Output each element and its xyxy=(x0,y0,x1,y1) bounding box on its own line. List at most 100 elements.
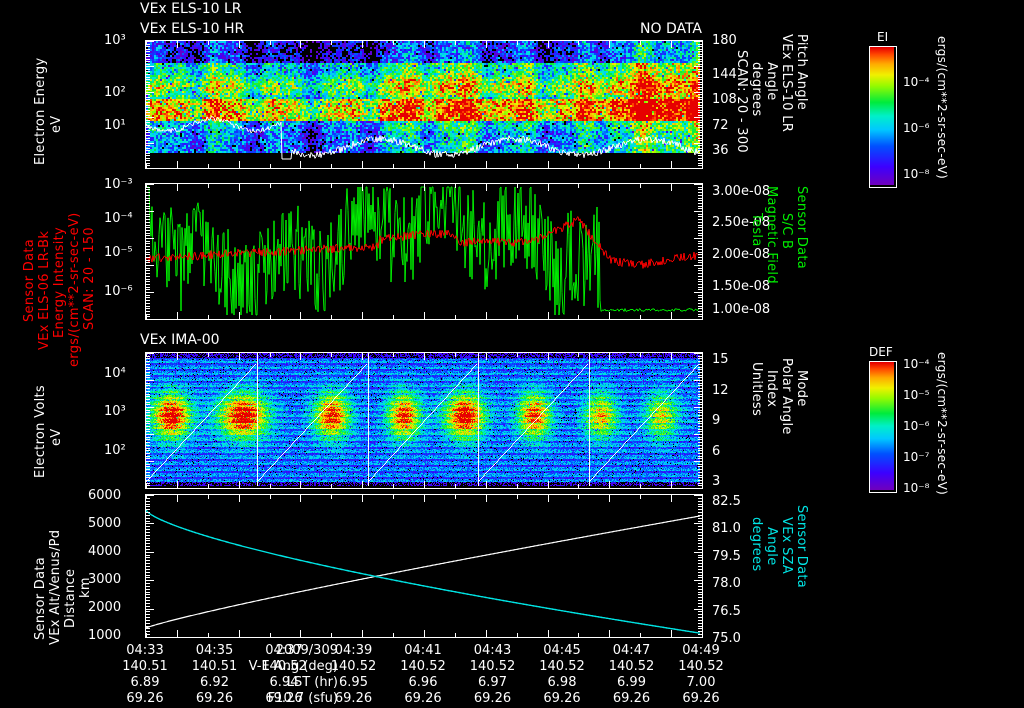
panel4-ytick-2: 4000 xyxy=(88,544,122,559)
panel3-ytick-0: 10⁴ xyxy=(104,366,126,381)
ephemeris-cell: 140.51 xyxy=(122,659,168,674)
panel1-top-label: VEx ELS-10 LR xyxy=(140,1,242,17)
ephemeris-cell: 140.52 xyxy=(678,659,724,674)
panel2-right-tick-1: 2.50e-08 xyxy=(712,215,771,230)
panel2-ytick-1: 10⁻⁴ xyxy=(104,211,133,226)
ephemeris-cell: 69.26 xyxy=(612,691,651,706)
ephemeris-cell: 04:39 xyxy=(334,643,373,658)
panel2-left-title-3: Energy Intensity xyxy=(52,226,67,338)
ephemeris-cell: 6.89 xyxy=(130,675,160,690)
panel3-colorbar-label: DEF xyxy=(869,345,893,359)
ephemeris-cell: 140.51 xyxy=(191,659,238,674)
panel4-curves-canvas xyxy=(146,495,700,635)
panel2-plot-area[interactable] xyxy=(145,183,703,320)
ephemeris-cell: 6.95 xyxy=(339,675,368,690)
panel3-ima-spectrogram-canvas xyxy=(146,353,700,486)
panel4-ytick-3: 3000 xyxy=(88,572,122,587)
ephemeris-cell: 69.26 xyxy=(543,691,581,706)
panel1-plot-area[interactable] xyxy=(145,40,703,169)
panel2-right-title-4: Tesla xyxy=(749,213,764,247)
panel3-left-title-2: eV xyxy=(49,428,64,447)
panel3-right-tick-4: 3 xyxy=(712,474,721,489)
ephemeris-cell: 6.98 xyxy=(547,675,577,690)
panel3-plot-area[interactable] xyxy=(145,352,703,489)
panel3-colorbar-tick-4: 10⁻⁸ xyxy=(903,481,930,495)
panel3-right-tick-0: 15 xyxy=(712,352,729,367)
ephemeris-cell: 69.26 xyxy=(334,691,373,706)
panel4-ytick-0: 6000 xyxy=(88,488,122,503)
panel1-spectrogram-canvas xyxy=(146,41,700,166)
panel1-right-tick-0: 180 xyxy=(712,33,737,48)
panel2-right-tick-0: 3.00e-08 xyxy=(712,184,771,199)
panel1-colorbar-label: EI xyxy=(877,30,889,44)
panel2-left-title-1: Sensor Data xyxy=(22,238,37,322)
panel1-right-tick-2: 108 xyxy=(712,92,737,107)
panel1-right-title-3: Angle xyxy=(764,62,779,101)
panel2-left-title-5: SCAN: 20 - 150 xyxy=(82,227,97,330)
ephemeris-cell: 69.26 xyxy=(404,691,442,706)
panel1-colorbar-tick-0: 10⁻⁴ xyxy=(903,75,930,89)
ephemeris-cell: 69.26 xyxy=(126,691,164,706)
ephemeris-cell: 04:47 xyxy=(612,643,651,658)
panel1-ytick-2: 10¹ xyxy=(104,118,126,133)
panel2-right-title-1: Sensor Data xyxy=(794,186,809,270)
panel3-right-title-2: Polar Angle xyxy=(779,358,794,435)
panel1-colorbar-tick-1: 10⁻⁶ xyxy=(903,121,930,135)
panel2-right-title-3: Magnetic Field xyxy=(764,186,779,284)
ephemeris-cell: 04:49 xyxy=(682,643,720,658)
panel3-right-title-1: Mode xyxy=(794,370,809,407)
panel1-colorbar-tick-2: 10⁻⁸ xyxy=(903,167,930,181)
panel1-right-title-5: SCAN: 20 - 300 xyxy=(734,50,749,153)
ephemeris-cell: 7.00 xyxy=(686,675,716,690)
panel4-ytick-1: 5000 xyxy=(88,516,122,531)
ephemeris-cell: 04:43 xyxy=(473,643,512,658)
panel2-ytick-0: 10⁻³ xyxy=(104,177,133,192)
panel3-colorbar-tick-0: 10⁻⁴ xyxy=(903,357,930,371)
panel1-right-title-1: Pitch Angle xyxy=(794,34,809,111)
ephemeris-cell: 140.52 xyxy=(400,659,446,674)
panel4-right-tick-3: 78.0 xyxy=(712,576,741,591)
panel4-right-title-3: Angle xyxy=(764,527,779,566)
ephemeris-cell: 6.92 xyxy=(200,675,229,690)
ephemeris-cell: 140.52 xyxy=(330,659,377,674)
panel4-plot-area[interactable] xyxy=(145,494,703,638)
panel1-right-tick-4: 36 xyxy=(712,143,729,158)
panel3-colorbar xyxy=(869,361,897,493)
ephemeris-cell: 69.26 xyxy=(473,691,512,706)
panel1-right-title-4: degrees xyxy=(749,62,764,117)
ephemeris-label-time-row: 2009/309 xyxy=(275,643,338,658)
panel4-right-tick-1: 81.0 xyxy=(712,521,741,536)
panel1-label: VEx ELS-10 HR xyxy=(140,21,245,37)
ephemeris-cell: 140.52 xyxy=(539,659,585,674)
panel3-colorbar-tick-2: 10⁻⁶ xyxy=(903,419,930,433)
ephemeris-cell: 6.97 xyxy=(478,675,507,690)
panel4-right-tick-0: 82.5 xyxy=(712,494,741,509)
panel3-label: VEx IMA-00 xyxy=(140,332,220,348)
ephemeris-cell: 04:37 xyxy=(265,643,303,658)
panel3-right-title-4: Unitless xyxy=(749,362,764,417)
ephemeris-cell: 140.52 xyxy=(608,659,655,674)
panel4-left-title-1: Sensor Data xyxy=(33,556,48,640)
panel3-right-title-3: Index xyxy=(764,370,779,408)
panel2-left-title-2: VEx ELS-06 LR-Bk xyxy=(37,230,52,350)
panel1-right-title-2: VEx ELS-10 LR xyxy=(779,34,794,133)
ephemeris-cell: 69.26 xyxy=(265,691,303,706)
panel4-right-title-4: degrees xyxy=(749,517,764,572)
ephemeris-cell: 69.26 xyxy=(682,691,720,706)
panel3-ytick-1: 10³ xyxy=(104,404,126,419)
ephemeris-label-f107-row: F10.7 (sfu) xyxy=(267,691,338,706)
panel4-left-title-2: VEx Alt/Venus/Pd xyxy=(48,529,63,645)
panel4-right-tick-4: 76.5 xyxy=(712,604,741,619)
ephemeris-cell: 6.96 xyxy=(408,675,438,690)
panel1-right-tick-3: 72 xyxy=(712,118,729,133)
panel4-right-title-1: Sensor Data xyxy=(794,505,809,589)
ephemeris-cell: 140.52 xyxy=(469,659,516,674)
panel2-right-tick-3: 1.50e-08 xyxy=(712,279,771,294)
panel2-right-title-2: S/C B xyxy=(779,213,794,250)
panel3-colorbar-unit: ergs/(cm**2-sr-sec-eV) xyxy=(935,352,949,496)
panel4-ytick-4: 2000 xyxy=(88,600,122,615)
ephemeris-label-lst-row: LST (hr) xyxy=(286,675,338,690)
panel2-traces-canvas xyxy=(146,184,700,317)
ephemeris-cell: 6.94 xyxy=(269,675,299,690)
panel1-colorbar xyxy=(869,46,897,188)
